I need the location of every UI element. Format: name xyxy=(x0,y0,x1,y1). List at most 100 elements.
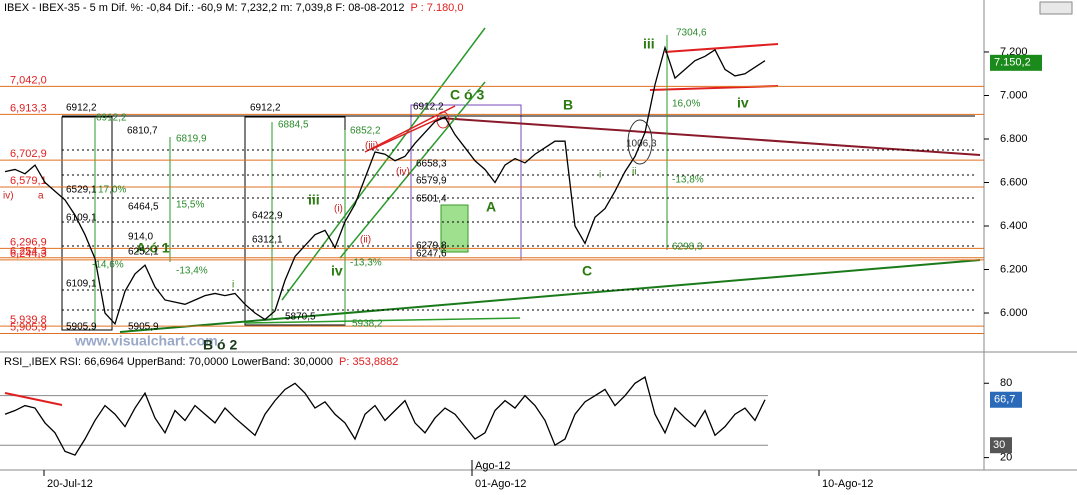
level-label: 7,042,0 xyxy=(10,74,47,86)
y-tick-label: 80 xyxy=(1000,377,1012,389)
annotation: iii xyxy=(308,192,320,208)
annotation: 6912,2 xyxy=(66,103,97,114)
annotation: ii xyxy=(632,167,636,178)
x-tick-label: 20-Jul-12 xyxy=(47,478,93,490)
y-tick-label: 7.000 xyxy=(1000,89,1028,101)
annotation: (ii) xyxy=(360,235,371,246)
annotation: 6109,1 xyxy=(66,279,97,290)
annotation: i xyxy=(599,170,601,181)
annotation: 6279,8 xyxy=(416,241,447,252)
annotation: 16,0% xyxy=(672,99,700,110)
last-value-label: 66,7 xyxy=(994,394,1015,406)
band-label: 30 xyxy=(993,439,1005,451)
wave-circle xyxy=(436,111,450,129)
y-tick-label: 6.200 xyxy=(1000,263,1028,275)
annotation: -13,8% xyxy=(672,175,704,186)
x-tick-label: 01-Ago-12 xyxy=(475,478,526,490)
annotation: 6912,2 xyxy=(96,113,127,124)
month-label: Ago-12 xyxy=(475,460,510,472)
title-price: P: 353,8882 xyxy=(339,356,398,368)
annotation: 5870,5 xyxy=(285,312,316,323)
level-label: 6,296,9 xyxy=(10,236,47,248)
annotation: 6464,5 xyxy=(128,202,159,213)
annotation: 6658,3 xyxy=(416,159,447,170)
annotation: -14,6% xyxy=(92,260,124,271)
wave-circle xyxy=(627,119,653,165)
annotation: 6852,2 xyxy=(350,126,381,137)
red-line xyxy=(369,117,441,151)
channel-line xyxy=(339,81,486,259)
chart-title: IBEX - IBEX-35 - 5 m Dif. %: -0,84 Dif.:… xyxy=(4,2,463,14)
window-buttons[interactable] xyxy=(1039,1,1073,15)
annotation: C xyxy=(582,263,592,279)
annotation: (i) xyxy=(334,204,343,215)
red-line xyxy=(664,43,779,53)
annotation: 5905,9 xyxy=(66,322,97,333)
annotation: 6109,1 xyxy=(66,213,97,224)
annotation: B xyxy=(563,97,573,113)
annotation: 6247,6 xyxy=(416,249,447,260)
annotation: i xyxy=(232,280,234,291)
level-label: 6,913,3 xyxy=(10,102,47,114)
annotation: A xyxy=(486,199,496,215)
annotation: 914,0 xyxy=(128,232,153,243)
band-box xyxy=(990,437,1012,454)
rsi-trend xyxy=(4,392,63,406)
annotation: 7304,6 xyxy=(676,28,707,39)
annotation: 6810,7 xyxy=(127,126,158,137)
rsi-title: RSI_,IBEX RSI: 66,6964 UpperBand: 70,000… xyxy=(4,356,398,368)
annotation: iv xyxy=(737,95,749,111)
last-value-label: 7.150,2 xyxy=(994,57,1031,69)
title-price: P : 7.180,0 xyxy=(410,2,463,14)
annotation: -13,3% xyxy=(350,258,382,269)
annotation: 6298,3 xyxy=(672,242,703,253)
last-value-box xyxy=(990,54,1042,71)
channel-line xyxy=(281,27,486,301)
box-frame xyxy=(61,116,113,331)
annotation: -13,4% xyxy=(176,266,208,277)
watermark: www.visualchart.com xyxy=(74,333,218,349)
annotation: 15,5% xyxy=(176,200,204,211)
level-label: 6,254,3 xyxy=(10,246,47,258)
annotation: 5905,9 xyxy=(128,322,159,333)
annotation: 6252,1 xyxy=(128,247,159,258)
annotation: iv xyxy=(331,263,343,279)
price-line xyxy=(4,45,766,326)
annotation: iv) xyxy=(3,191,14,202)
annotation: 6884,5 xyxy=(278,120,309,131)
channel-line xyxy=(244,317,521,324)
annotation: a xyxy=(38,191,44,202)
level-label: 5,939,8 xyxy=(10,314,47,326)
annotation: iii xyxy=(643,36,655,52)
price-line xyxy=(4,376,766,456)
y-tick-label: 6.800 xyxy=(1000,133,1028,145)
annotation: 6529,1 xyxy=(66,185,97,196)
annotation: 1006,3 xyxy=(626,139,657,150)
last-value-box xyxy=(990,391,1022,408)
level-label: 6,244,3 xyxy=(10,248,47,260)
annotation: 6912,2 xyxy=(413,102,444,113)
annotation: (iv) xyxy=(396,167,410,178)
annotation: (iii) xyxy=(365,141,378,152)
annotation: B ó 2 xyxy=(203,337,237,353)
title-text: IBEX - IBEX-35 - 5 m Dif. %: -0,84 Dif.:… xyxy=(4,2,404,14)
annotation: 6501,4 xyxy=(416,194,447,205)
y-tick-label: 6.000 xyxy=(1000,307,1028,319)
level-label: 5,905,9 xyxy=(10,321,47,333)
x-tick-label: 10-Ago-12 xyxy=(822,478,873,490)
annotation: 17,0% xyxy=(98,185,126,196)
y-tick-label: 6.400 xyxy=(1000,220,1028,232)
y-tick-label: 6.600 xyxy=(1000,176,1028,188)
trend-line xyxy=(119,259,981,333)
level-label: 6,702,9 xyxy=(10,148,47,160)
annotation: 6422,9 xyxy=(252,211,283,222)
annotation: 6579,9 xyxy=(416,176,447,187)
level-label: 6,579,1 xyxy=(10,175,47,187)
title-text: RSI_,IBEX RSI: 66,6964 UpperBand: 70,000… xyxy=(4,356,333,368)
annotation: C ó 3 xyxy=(450,87,484,103)
annotation: 6819,9 xyxy=(176,134,207,145)
green-box xyxy=(440,204,469,253)
annotation: 6312,1 xyxy=(252,235,283,246)
